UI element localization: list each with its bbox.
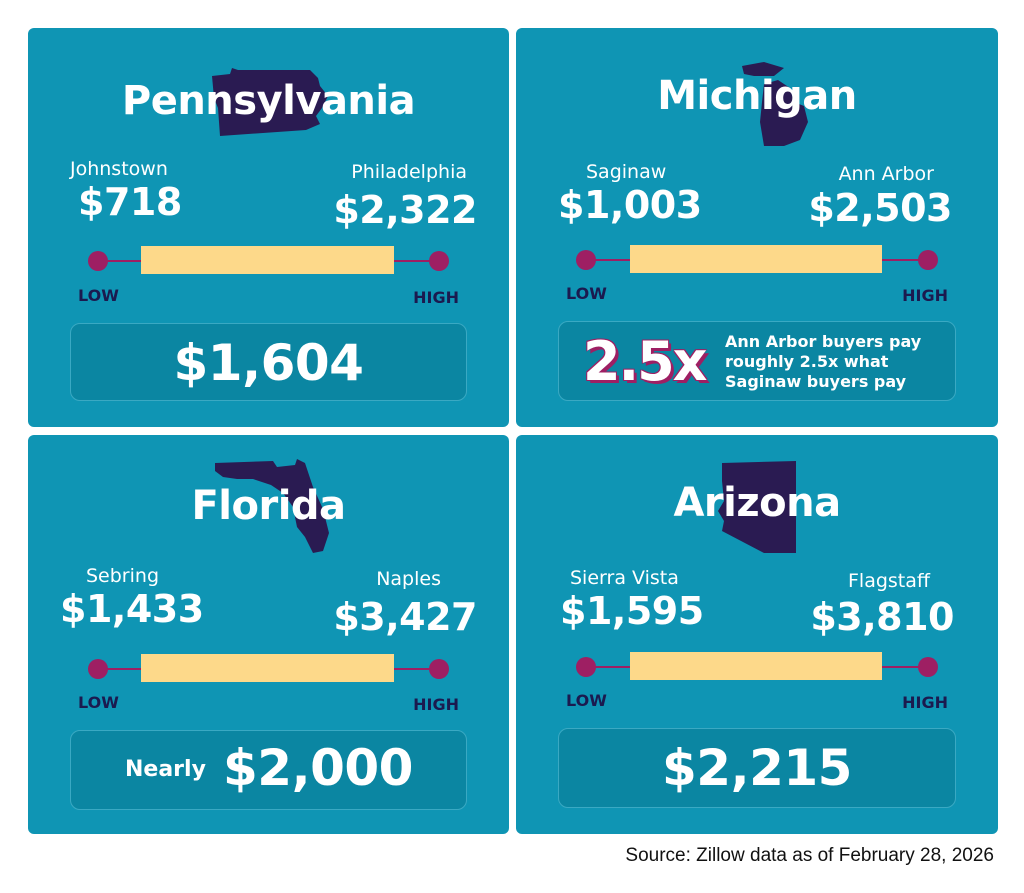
price-range-bar [516, 652, 998, 682]
low-label: LOW [566, 284, 607, 303]
low-city: Saginaw [586, 161, 667, 183]
low-price: $1,433 [60, 587, 204, 631]
price-range-bar [516, 245, 998, 275]
summary-value: $1,604 [173, 334, 364, 392]
state-title: Michigan [657, 73, 857, 119]
range-fill [630, 652, 882, 680]
low-endpoint [88, 659, 108, 679]
source-note: Source: Zillow data as of February 28, 2… [625, 845, 994, 866]
low-endpoint [576, 657, 596, 677]
price-range-bar [28, 246, 509, 276]
low-city: Sebring [86, 565, 160, 587]
summary-text: Ann Arbor buyers pay roughly 2.5x what S… [725, 332, 922, 391]
arizona-card: Arizona Sierra Vista $1,595 Flagstaff $3… [516, 435, 998, 834]
low-label: LOW [78, 693, 119, 712]
state-title: Florida [191, 483, 346, 529]
arizona-state-shape [718, 461, 796, 553]
low-label: LOW [566, 691, 607, 710]
low-price: $718 [78, 180, 182, 224]
high-city: Flagstaff [848, 570, 930, 592]
state-title: Pennsylvania [121, 78, 416, 124]
low-endpoint [576, 250, 596, 270]
pennsylvania-state-shape [212, 68, 328, 136]
summary-value: $2,215 [662, 739, 852, 797]
pennsylvania-card: Pennsylvania Johnstown $718 Philadelphia… [28, 28, 509, 427]
high-label: HIGH [413, 695, 459, 714]
low-city: Sierra Vista [570, 567, 679, 589]
michigan-state-shape [742, 62, 808, 146]
summary-prefix: Nearly [125, 757, 206, 782]
range-fill [630, 245, 882, 273]
high-endpoint [429, 659, 449, 679]
low-price: $1,595 [560, 589, 704, 633]
high-price: $3,810 [810, 595, 954, 639]
high-label: HIGH [413, 288, 459, 307]
range-fill [141, 654, 394, 682]
summary-box: 2.5x Ann Arbor buyers pay roughly 2.5x w… [558, 321, 956, 401]
low-endpoint [88, 251, 108, 271]
michigan-card: Michigan Saginaw $1,003 Ann Arbor $2,503… [516, 28, 998, 427]
high-city: Ann Arbor [838, 163, 934, 185]
high-endpoint [918, 250, 938, 270]
florida-card: Florida Sebring $1,433 Naples $3,427 LOW… [28, 435, 509, 834]
summary-multiplier: 2.5x [583, 330, 707, 393]
high-price: $3,427 [333, 595, 477, 639]
florida-state-shape [215, 459, 329, 553]
low-price: $1,003 [558, 183, 702, 227]
range-fill [141, 246, 394, 274]
summary-box: $1,604 [70, 323, 467, 401]
summary-box: $2,215 [558, 728, 956, 808]
high-city: Philadelphia [351, 161, 467, 183]
low-city: Johnstown [70, 158, 168, 180]
state-title: Arizona [673, 480, 841, 526]
high-endpoint [429, 251, 449, 271]
high-label: HIGH [902, 286, 948, 305]
high-price: $2,322 [333, 188, 477, 232]
high-price: $2,503 [808, 186, 952, 230]
high-city: Naples [376, 568, 441, 590]
high-endpoint [918, 657, 938, 677]
high-label: HIGH [902, 693, 948, 712]
summary-value: $2,000 [223, 739, 413, 797]
summary-box: Nearly $2,000 [70, 730, 467, 810]
price-range-bar [28, 654, 509, 684]
low-label: LOW [78, 286, 119, 305]
